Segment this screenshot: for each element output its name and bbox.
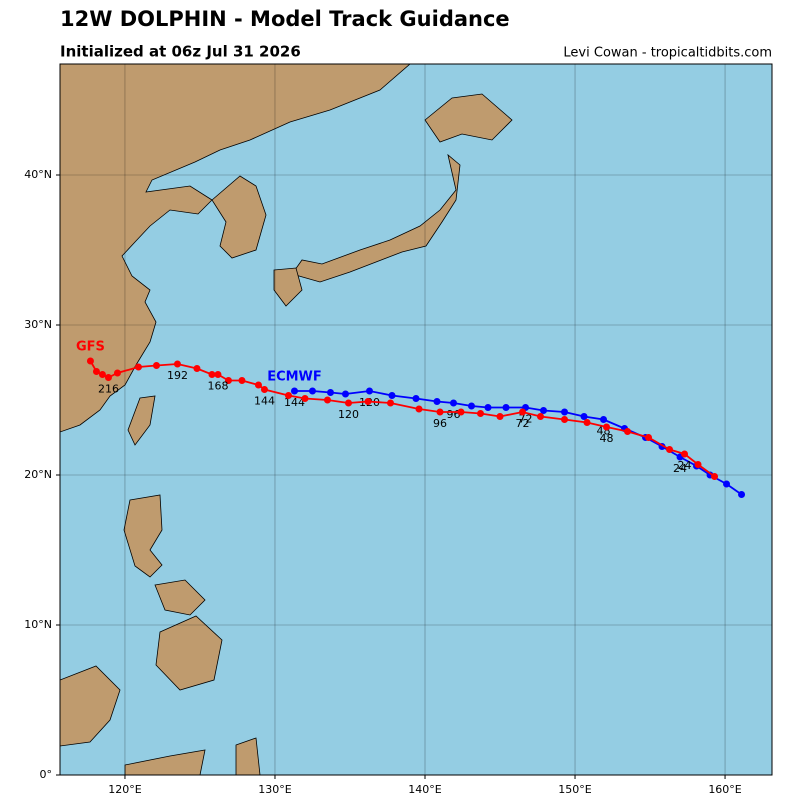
track-point bbox=[561, 416, 569, 423]
hour-label: 144 bbox=[254, 395, 275, 408]
track-point bbox=[254, 381, 262, 389]
track-point bbox=[540, 407, 548, 414]
track-point bbox=[600, 416, 608, 423]
track-point bbox=[738, 491, 746, 498]
y-tick-label: 10°N bbox=[24, 618, 52, 631]
land-taiwan bbox=[127, 395, 156, 446]
land-hokkaido bbox=[424, 93, 513, 143]
subtitle: Initialized at 06z Jul 31 2026 bbox=[60, 43, 301, 61]
track-point bbox=[260, 386, 268, 393]
track-point bbox=[624, 428, 632, 435]
track-point bbox=[364, 398, 372, 405]
y-tick-label: 40°N bbox=[24, 168, 52, 181]
land-indonesia bbox=[124, 749, 206, 775]
land-mindanao bbox=[155, 615, 223, 691]
track-point bbox=[681, 450, 689, 458]
track-point bbox=[645, 434, 653, 441]
x-tick-label: 140°E bbox=[408, 783, 441, 796]
hour-label: 168 bbox=[207, 380, 228, 393]
land-honshu bbox=[291, 153, 461, 283]
track-point bbox=[92, 368, 100, 375]
title: 12W DOLPHIN - Model Track Guidance bbox=[60, 7, 510, 31]
y-tick-label: 0° bbox=[40, 768, 53, 781]
track-point bbox=[323, 396, 331, 404]
track-point bbox=[193, 365, 201, 372]
land bbox=[60, 64, 513, 775]
model-label: ECMWF bbox=[267, 370, 322, 385]
track-point bbox=[711, 473, 719, 480]
track-point bbox=[326, 389, 334, 396]
hour-label: 96 bbox=[433, 417, 447, 430]
hour-label: 72 bbox=[516, 417, 530, 430]
track-point bbox=[723, 480, 731, 488]
track-point bbox=[484, 404, 492, 411]
x-tick-label: 150°E bbox=[558, 783, 591, 796]
land-celebes bbox=[235, 737, 261, 775]
track-point bbox=[98, 371, 106, 378]
track-point bbox=[301, 395, 309, 402]
land-borneo bbox=[60, 665, 121, 747]
hour-label: 144 bbox=[284, 396, 305, 409]
track-point bbox=[450, 399, 458, 407]
track-point bbox=[502, 404, 510, 411]
x-tick-label: 160°E bbox=[708, 783, 741, 796]
track-point bbox=[694, 461, 702, 468]
land-luzon bbox=[123, 494, 163, 578]
track-point bbox=[433, 398, 441, 405]
track-point bbox=[580, 413, 588, 420]
track-point bbox=[224, 377, 232, 384]
y-tick-label: 20°N bbox=[24, 468, 52, 481]
track-point bbox=[238, 377, 246, 384]
x-tick-label: 120°E bbox=[108, 783, 141, 796]
track-point bbox=[344, 399, 352, 407]
track-point bbox=[388, 392, 396, 399]
track-point bbox=[284, 392, 292, 399]
track-point bbox=[477, 410, 485, 417]
track-point bbox=[561, 408, 569, 416]
y-tick-label: 30°N bbox=[24, 318, 52, 331]
track-point bbox=[104, 374, 112, 381]
hour-label: 216 bbox=[98, 383, 119, 396]
hour-label: 120 bbox=[338, 408, 359, 421]
track-point bbox=[290, 387, 298, 395]
track-point bbox=[173, 360, 181, 368]
track-point bbox=[537, 413, 545, 420]
track-point bbox=[341, 390, 349, 398]
hour-label: 192 bbox=[167, 369, 188, 382]
land-korea bbox=[211, 175, 267, 259]
track-point bbox=[519, 408, 527, 416]
track-point bbox=[113, 369, 121, 377]
track-point bbox=[386, 399, 394, 407]
land-visayas bbox=[154, 579, 206, 616]
hour-label: 24 bbox=[678, 459, 692, 472]
credit: Levi Cowan - tropicaltidbits.com bbox=[563, 46, 772, 61]
track-point bbox=[468, 402, 476, 410]
track-point bbox=[308, 387, 316, 395]
model-label: GFS bbox=[76, 340, 105, 355]
track-point bbox=[152, 362, 160, 369]
track-point bbox=[415, 405, 423, 413]
track-point bbox=[436, 408, 444, 416]
track-point bbox=[666, 446, 674, 453]
track-point bbox=[365, 387, 373, 395]
track-point bbox=[134, 363, 142, 371]
track-point bbox=[457, 408, 465, 416]
hour-label: 48 bbox=[600, 432, 614, 445]
track-point bbox=[208, 371, 216, 378]
track-point bbox=[496, 413, 504, 420]
hour-label: 72 bbox=[519, 413, 533, 426]
track-point bbox=[214, 371, 222, 378]
track-point bbox=[86, 357, 94, 365]
track-point bbox=[412, 395, 420, 402]
land-asia bbox=[60, 64, 411, 433]
track-point bbox=[583, 419, 591, 426]
map-frame bbox=[59, 63, 773, 776]
land-kyushu bbox=[273, 267, 303, 307]
hour-label: 24 bbox=[673, 462, 687, 475]
track-point bbox=[603, 423, 611, 431]
x-tick-label: 130°E bbox=[258, 783, 291, 796]
